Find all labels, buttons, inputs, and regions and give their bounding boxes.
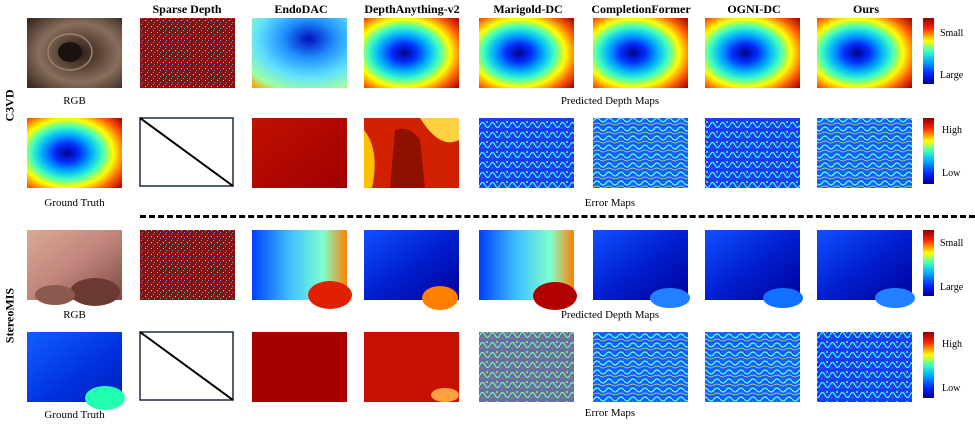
c3vd-gt-label: Ground Truth (44, 197, 105, 209)
stereomis-depth-colorbar (923, 230, 934, 296)
c3vd-completionformer-depth (593, 18, 688, 88)
c3vd-ogni-depth (705, 18, 800, 88)
c3vd-error-colorbar (923, 118, 934, 184)
c3vd-endodac-depth (252, 18, 347, 88)
col-header-completionformer: CompletionFormer (591, 2, 691, 16)
stereomis-error-cb-bottom: Low (942, 383, 961, 394)
c3vd-completionformer-error (593, 118, 688, 188)
c3vd-sparse-error-empty (139, 117, 234, 187)
stereomis-depth-cb-bottom: Large (940, 282, 964, 293)
stereomis-ogni-depth (705, 230, 803, 308)
stereomis-sparse-depth (140, 230, 235, 300)
c3vd-marigold-error (479, 118, 574, 188)
c3vd-ground-truth (27, 118, 122, 188)
c3vd-depth-cb-top: Small (940, 28, 964, 39)
c3vd-endodac-error (252, 118, 347, 188)
stereomis-sparse-error-empty (139, 331, 234, 401)
c3vd-depthanything-error (364, 118, 459, 188)
stereomis-pred-label: Predicted Depth Maps (560, 309, 660, 321)
c3vd-rgb-label: RGB (63, 95, 86, 107)
stereomis-gt-label: Ground Truth (44, 409, 105, 421)
c3vd-rgb-image (27, 18, 122, 88)
stereomis-rgb-image (27, 230, 122, 306)
stereomis-err-label: Error Maps (584, 407, 636, 419)
stereomis-depthanything-error (364, 332, 459, 402)
c3vd-error-cb-top: High (942, 125, 962, 136)
c3vd-error-cb-bottom: Low (942, 168, 961, 179)
col-header-ogni: OGNI-DC (727, 2, 781, 16)
stereomis-endodac-error (252, 332, 347, 402)
stereomis-error-cb-top: High (942, 339, 962, 350)
c3vd-depthanything-depth (364, 18, 459, 88)
c3vd-ogni-error (705, 118, 800, 188)
stereomis-rgb-label: RGB (63, 309, 86, 321)
c3vd-depth-cb-bottom: Large (940, 70, 964, 81)
stereomis-marigold-error (479, 332, 574, 402)
stereomis-completionformer-depth (593, 230, 690, 308)
stereomis-depth-cb-top: Small (940, 238, 964, 249)
col-header-sparse-depth: Sparse Depth (152, 2, 222, 16)
stereomis-endodac-depth (252, 230, 352, 309)
stereomis-depthanything-depth (364, 230, 459, 310)
stereomis-completionformer-error (593, 332, 688, 402)
col-header-marigold: Marigold-DC (493, 2, 563, 16)
col-header-depthanything: DepthAnything-v2 (364, 2, 460, 16)
stereomis-ogni-error (705, 332, 800, 402)
stereomis-ground-truth (27, 332, 125, 410)
stereomis-marigold-depth (479, 230, 577, 310)
c3vd-sparse-depth (140, 18, 235, 88)
col-header-endodac: EndoDAC (274, 2, 328, 16)
stereomis-error-colorbar (923, 332, 934, 398)
col-header-ours: Ours (852, 2, 879, 16)
c3vd-marigold-depth (479, 18, 574, 88)
c3vd-depth-colorbar (923, 18, 934, 84)
stereomis-ours-error (817, 332, 912, 402)
stereomis-ours-depth (817, 230, 915, 308)
c3vd-ours-error (817, 118, 912, 188)
section-divider (140, 215, 975, 218)
c3vd-ours-depth (817, 18, 912, 88)
c3vd-pred-label: Predicted Depth Maps (560, 95, 660, 107)
c3vd-err-label: Error Maps (584, 197, 636, 209)
